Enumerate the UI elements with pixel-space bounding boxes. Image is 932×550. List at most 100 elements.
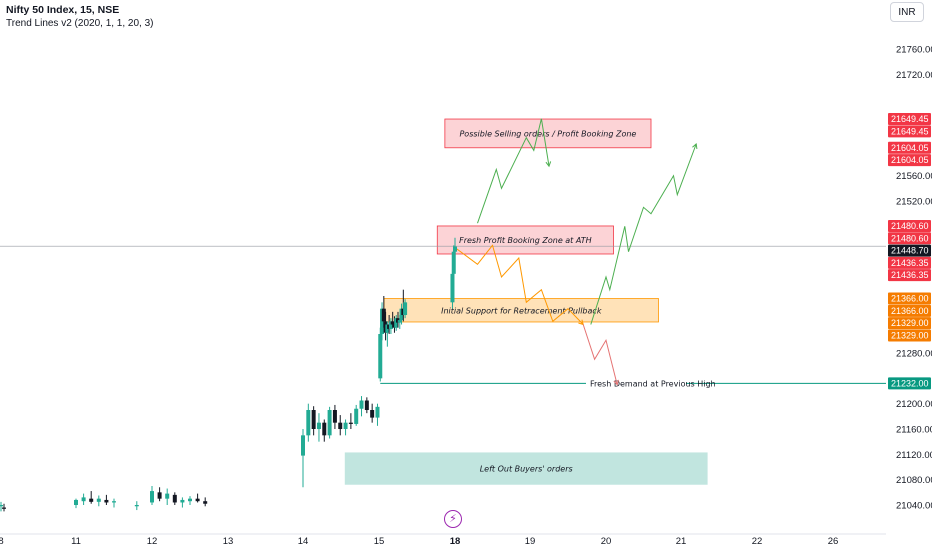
price-badge-label: 21436.35 (891, 258, 929, 268)
x-tick-label: 22 (752, 536, 763, 547)
y-tick-label: 21760.00 (896, 45, 932, 56)
candle-body (378, 334, 383, 379)
candle-body (327, 410, 332, 436)
candle-body (322, 422, 327, 436)
price-badge (888, 154, 931, 167)
price-badge (888, 304, 931, 317)
projection-green-b (590, 143, 697, 325)
candle-body (74, 499, 78, 505)
candle-body (370, 410, 375, 418)
candle-body (301, 435, 305, 456)
price-badge-label: 21649.45 (891, 114, 929, 124)
candle-body (381, 308, 386, 322)
projection-green-a-arrow (545, 161, 552, 168)
zone-label: Fresh Profit Booking Zone at ATH (459, 236, 592, 245)
demand-label-bg (586, 377, 686, 390)
price-badge-label: 21232.00 (891, 378, 929, 388)
price-badge (888, 113, 931, 126)
zone-label: Initial Support for Retracement Pullback (441, 306, 602, 315)
candle-body (180, 499, 185, 503)
x-tick-label: 12 (147, 536, 158, 547)
candle-body (150, 491, 154, 503)
zone-box[interactable] (444, 118, 652, 149)
candle-body (397, 320, 402, 323)
candle-body (316, 422, 321, 430)
candle-body (112, 501, 116, 503)
price-badge (888, 329, 931, 342)
x-tick-label: 18 (450, 536, 461, 547)
candle-body (450, 273, 455, 303)
price-badge-label: 21649.45 (891, 126, 929, 136)
candle-body (0, 505, 3, 507)
candle-body (81, 497, 86, 502)
candle-body (403, 302, 408, 316)
price-badge-label: 21480.60 (891, 233, 929, 243)
candle-body (1, 507, 6, 509)
candle-body (311, 410, 316, 430)
price-badge (888, 244, 931, 257)
projection-green-a (477, 118, 550, 224)
price-badge-label: 21329.00 (891, 330, 929, 340)
x-tick-label: 8 (0, 536, 4, 547)
currency-button[interactable]: INR (890, 2, 924, 22)
price-badge (888, 125, 931, 138)
candle-body (89, 498, 94, 502)
candle-body (165, 493, 170, 499)
price-badge (888, 377, 931, 390)
candle-body (188, 498, 192, 502)
demand-label: Fresh Demand at Previous High (590, 379, 716, 388)
y-tick-label: 21200.00 (896, 399, 932, 410)
price-badge (888, 141, 931, 154)
y-tick-label: 21160.00 (896, 425, 932, 436)
price-badge-label: 21329.00 (891, 318, 929, 328)
candle-body (195, 498, 200, 502)
zone-box[interactable] (436, 225, 614, 255)
x-tick-label: 21 (676, 536, 687, 547)
price-badge-label: 21436.35 (891, 270, 929, 280)
projection-orange (453, 244, 584, 325)
candle-body (453, 246, 457, 252)
zone-label: Left Out Buyers' orders (480, 465, 573, 474)
y-tick-label: 21520.00 (896, 197, 932, 208)
y-tick-label: 21560.00 (896, 171, 932, 182)
price-badge (888, 292, 931, 305)
candle-body (390, 321, 395, 325)
candle-body (451, 251, 456, 274)
candle-body (332, 410, 337, 423)
lightning-icon[interactable]: ⚡︎ (444, 510, 462, 528)
candle-body (359, 400, 364, 409)
candle-body (364, 400, 369, 411)
candle-body (375, 406, 380, 418)
candle-body (388, 321, 393, 329)
candle-body (338, 422, 343, 430)
projection-red-arrow (613, 379, 619, 386)
x-tick-label: 11 (71, 536, 81, 547)
price-badge (888, 219, 931, 232)
zone-box[interactable] (344, 452, 708, 485)
price-badge-label: 21366.00 (891, 294, 929, 304)
zone-label: Possible Selling orders / Profit Booking… (459, 129, 636, 138)
indicator-label: Trend Lines v2 (2020, 1, 1, 20, 3) (6, 18, 154, 29)
price-badge (888, 317, 931, 330)
y-tick-label: 21280.00 (896, 349, 932, 360)
x-tick-label: 26 (828, 536, 839, 547)
y-tick-label: 21720.00 (896, 70, 932, 81)
projection-green-b-arrow (692, 143, 698, 150)
price-badge (888, 269, 931, 282)
candle-body (104, 499, 109, 503)
candle-body (172, 494, 177, 503)
x-tick-label: 13 (223, 536, 234, 547)
x-tick-label: 19 (525, 536, 536, 547)
candle-body (96, 498, 101, 502)
y-tick-label: 21120.00 (896, 450, 932, 461)
y-tick-label: 21040.00 (896, 501, 932, 512)
price-badge-label: 21604.05 (891, 143, 929, 153)
x-tick-label: 20 (601, 536, 612, 547)
price-badge-label: 21366.00 (891, 306, 929, 316)
candle-body (394, 318, 399, 328)
price-badge-label: 21448.70 (891, 246, 929, 256)
candle-body (134, 505, 139, 507)
price-badge (888, 256, 931, 269)
chart-title: Nifty 50 Index, 15, NSE (6, 4, 120, 16)
